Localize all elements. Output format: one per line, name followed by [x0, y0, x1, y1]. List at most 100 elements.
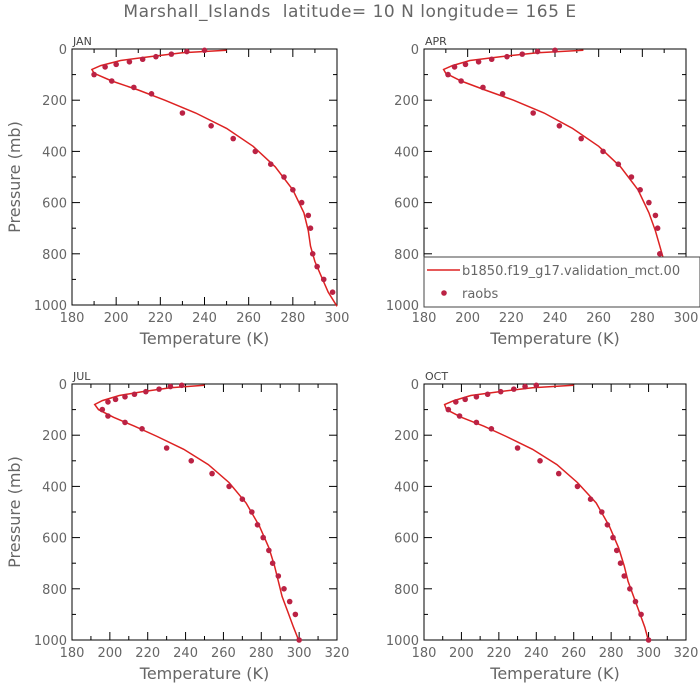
raob-point-jan [298, 199, 305, 206]
y-tick-label-apr: 200 [394, 94, 419, 109]
raob-point-oct [555, 470, 562, 477]
x-tick-label-apr: 300 [674, 311, 699, 326]
x-tick-label-apr: 260 [586, 311, 611, 326]
model-line-jul [93, 384, 300, 642]
raob-point-jan [281, 174, 287, 180]
x-axis-label-jul: Temperature (K) [139, 664, 269, 683]
raob-point-jul [105, 399, 111, 405]
raob-point-oct [598, 509, 605, 515]
panel-frame-jan [71, 48, 338, 306]
panel-frame-jul [71, 383, 338, 641]
raob-point-oct [522, 383, 528, 390]
model-line-jan [90, 49, 338, 307]
raob-point-oct [445, 406, 452, 413]
legend-point-swatch [441, 290, 447, 296]
raob-point-jul [188, 458, 195, 464]
y-tick-label-jan: 800 [42, 248, 67, 263]
raob-point-jan [168, 51, 175, 57]
y-tick-label-apr: 600 [394, 197, 419, 212]
y-tick-label-oct: 200 [394, 429, 419, 444]
raob-point-jul [112, 396, 119, 403]
raob-point-jan [148, 91, 155, 97]
raob-point-jan [91, 71, 97, 78]
raob-point-oct [484, 391, 491, 398]
raob-point-jul [296, 637, 302, 643]
raob-point-jul [105, 413, 111, 419]
raob-point-oct [604, 522, 611, 528]
raob-point-jul [122, 394, 128, 400]
raob-point-jan [305, 212, 312, 219]
x-tick-label-oct: 320 [674, 646, 699, 661]
x-tick-label-apr: 220 [499, 311, 524, 326]
raob-point-jan [179, 110, 186, 116]
raob-point-oct [473, 419, 480, 426]
raob-point-jul [167, 383, 174, 390]
raob-point-oct [627, 586, 633, 592]
y-tick-label-jul: 600 [42, 532, 67, 547]
raob-point-apr [578, 135, 584, 142]
raob-point-apr [530, 110, 536, 116]
legend-label-raobs: raobs [462, 287, 499, 302]
panel-label-jan: JAN [72, 35, 92, 48]
raob-point-oct [587, 496, 594, 503]
y-tick-label-jan: 200 [42, 94, 67, 109]
y-tick-label-oct: 0 [411, 378, 419, 393]
x-tick-label-jan: 280 [280, 311, 305, 326]
raob-point-oct [610, 534, 616, 541]
y-tick-label-jan: 1000 [34, 299, 67, 314]
raob-point-jul [275, 573, 282, 579]
x-tick-label-jul: 260 [211, 646, 236, 661]
raob-point-oct [488, 426, 495, 432]
raob-point-apr [445, 71, 451, 78]
page-title: Marshall_Islands latitude= 10 N longitud… [123, 2, 577, 22]
raob-point-jan [153, 53, 159, 60]
raob-point-jul [239, 496, 246, 503]
y-axis-label-jan: Pressure (mb) [5, 121, 24, 233]
y-tick-label-apr: 400 [394, 145, 419, 160]
x-tick-label-apr: 180 [412, 311, 437, 326]
y-tick-label-oct: 1000 [386, 634, 419, 649]
raob-point-jul [163, 445, 170, 451]
raob-point-oct [511, 386, 517, 392]
raob-point-apr [499, 91, 506, 97]
x-tick-label-jan: 300 [325, 311, 350, 326]
raob-point-apr [451, 64, 458, 70]
y-tick-label-jul: 400 [42, 480, 67, 495]
x-tick-label-apr: 280 [630, 311, 655, 326]
panel-label-apr: APR [425, 35, 447, 48]
raob-point-jul [131, 391, 138, 398]
raob-point-apr [657, 251, 663, 257]
raob-point-jul [269, 560, 276, 566]
y-tick-label-jul: 1000 [34, 634, 67, 649]
raob-point-oct [638, 611, 644, 618]
x-tick-label-oct: 240 [524, 646, 549, 661]
raob-point-jul [139, 426, 145, 432]
y-tick-label-jan: 400 [42, 145, 67, 160]
raob-point-jul [266, 547, 272, 554]
raob-point-apr [504, 53, 510, 60]
x-tick-label-oct: 220 [486, 646, 511, 661]
raob-point-jan [184, 48, 190, 55]
raob-point-jan [126, 59, 133, 65]
raob-point-jan [208, 123, 214, 129]
raob-point-jul [178, 382, 185, 389]
x-tick-label-oct: 280 [599, 646, 624, 661]
x-tick-label-jan: 260 [236, 311, 261, 326]
y-tick-label-apr: 0 [411, 43, 419, 58]
raob-point-apr [652, 212, 659, 219]
raob-point-jul [260, 534, 266, 541]
x-tick-label-oct: 300 [636, 646, 661, 661]
raob-point-apr [534, 48, 541, 55]
y-tick-label-apr: 800 [394, 248, 419, 263]
raob-point-oct [456, 413, 463, 419]
y-tick-label-oct: 800 [394, 583, 419, 598]
raob-point-jan [290, 187, 296, 193]
raob-point-jul [226, 483, 232, 490]
legend-box [423, 256, 700, 308]
raob-point-jul [99, 406, 106, 413]
x-tick-label-jul: 280 [249, 646, 274, 661]
y-axis-label-jul: Pressure (mb) [5, 456, 24, 568]
raob-point-oct [617, 560, 624, 566]
y-tick-label-oct: 600 [394, 532, 419, 547]
